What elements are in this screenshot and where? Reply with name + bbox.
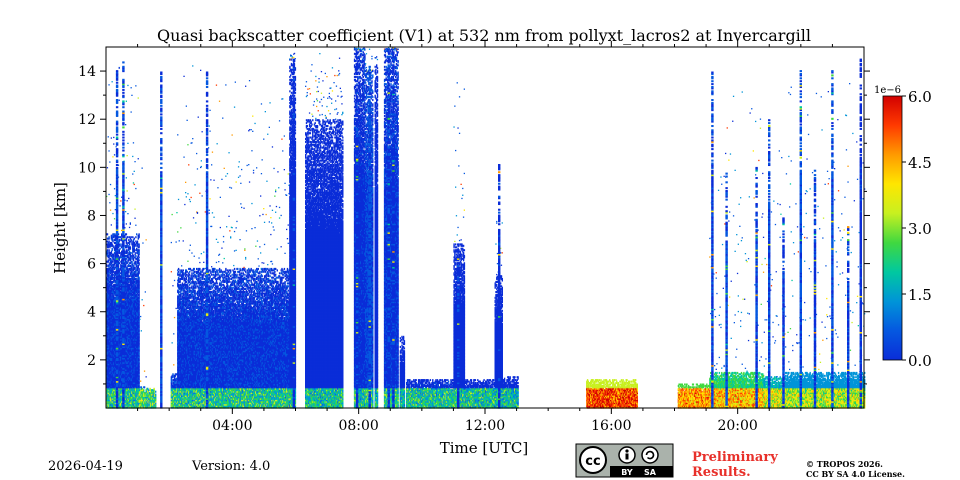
heatmap-plot-area: [106, 47, 865, 409]
backscatter-noise: [108, 136, 109, 137]
backscatter-noise: [108, 150, 109, 151]
backscatter-noise: [108, 84, 109, 85]
backscatter-cell: [107, 233, 108, 235]
backscatter-noise: [109, 202, 110, 203]
backscatter-noise: [109, 161, 110, 162]
backscatter-cell: [108, 241, 109, 243]
quicklook-figure: Quasi backscatter coefficient (V1) at 53…: [0, 0, 960, 480]
backscatter-cell: [108, 249, 109, 251]
backscatter-noise: [108, 194, 109, 195]
backscatter-cell: [108, 236, 109, 238]
chart-title: Quasi backscatter coefficient (V1) at 53…: [157, 26, 811, 45]
backscatter-noise: [107, 167, 108, 168]
backscatter-cell: [107, 249, 108, 251]
backscatter-cell: [108, 259, 109, 261]
